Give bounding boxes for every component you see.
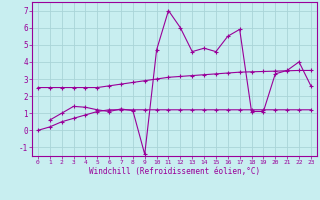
X-axis label: Windchill (Refroidissement éolien,°C): Windchill (Refroidissement éolien,°C) — [89, 167, 260, 176]
